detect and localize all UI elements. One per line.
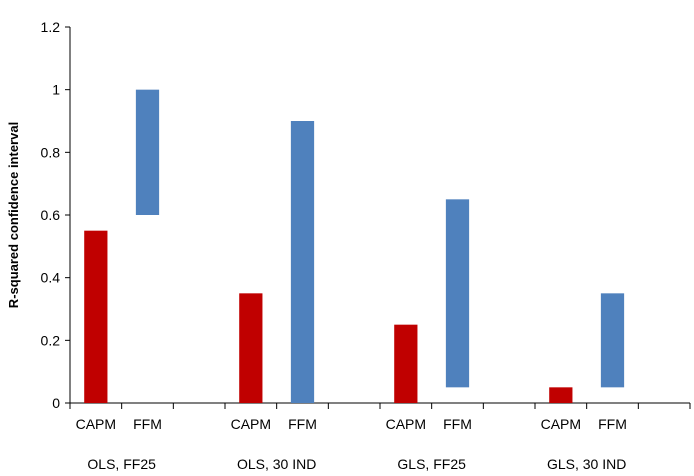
bar-capm xyxy=(239,293,263,403)
y-tick-label: 0 xyxy=(52,395,60,411)
y-tick-label: 1 xyxy=(52,82,60,98)
y-tick-label: 0.6 xyxy=(41,207,61,223)
bar-capm xyxy=(549,387,573,403)
group-labels: OLS, FF25 OLS, 30 IND GLS, FF25 GLS, 30 IND xyxy=(87,456,626,472)
bar-capm xyxy=(84,230,108,403)
axes xyxy=(69,27,690,404)
group-label: OLS, 30 IND xyxy=(237,456,316,472)
y-tick-label: 0.2 xyxy=(41,332,61,348)
category-label: CAPM xyxy=(231,416,271,432)
category-labels: CAPM FFM CAPM FFM CAPM FFM CAPM FFM xyxy=(76,416,627,432)
y-axis-label: R-squared confidence interval xyxy=(6,122,21,308)
bar-ffm xyxy=(600,293,625,388)
category-label: CAPM xyxy=(541,416,581,432)
category-label: FFM xyxy=(598,416,627,432)
category-label: CAPM xyxy=(76,416,116,432)
category-label: FFM xyxy=(443,416,472,432)
group-label: GLS, FF25 xyxy=(397,456,466,472)
category-label: FFM xyxy=(133,416,162,432)
bar-ffm xyxy=(290,121,315,403)
bars xyxy=(84,89,625,403)
bar-capm xyxy=(394,324,418,403)
y-tick-label: 1.2 xyxy=(41,19,61,35)
category-label: FFM xyxy=(288,416,317,432)
group-label: GLS, 30 IND xyxy=(547,456,626,472)
x-ticks xyxy=(69,403,691,409)
y-tick-label: 0.4 xyxy=(41,270,61,286)
y-tick-label: 0.8 xyxy=(41,144,61,160)
bar-ffm xyxy=(135,89,160,215)
category-label: CAPM xyxy=(386,416,426,432)
y-ticks: 0 0.2 0.4 0.6 0.8 1 1.2 xyxy=(41,19,70,411)
group-label: OLS, FF25 xyxy=(87,456,156,472)
bar-ffm xyxy=(445,199,470,388)
